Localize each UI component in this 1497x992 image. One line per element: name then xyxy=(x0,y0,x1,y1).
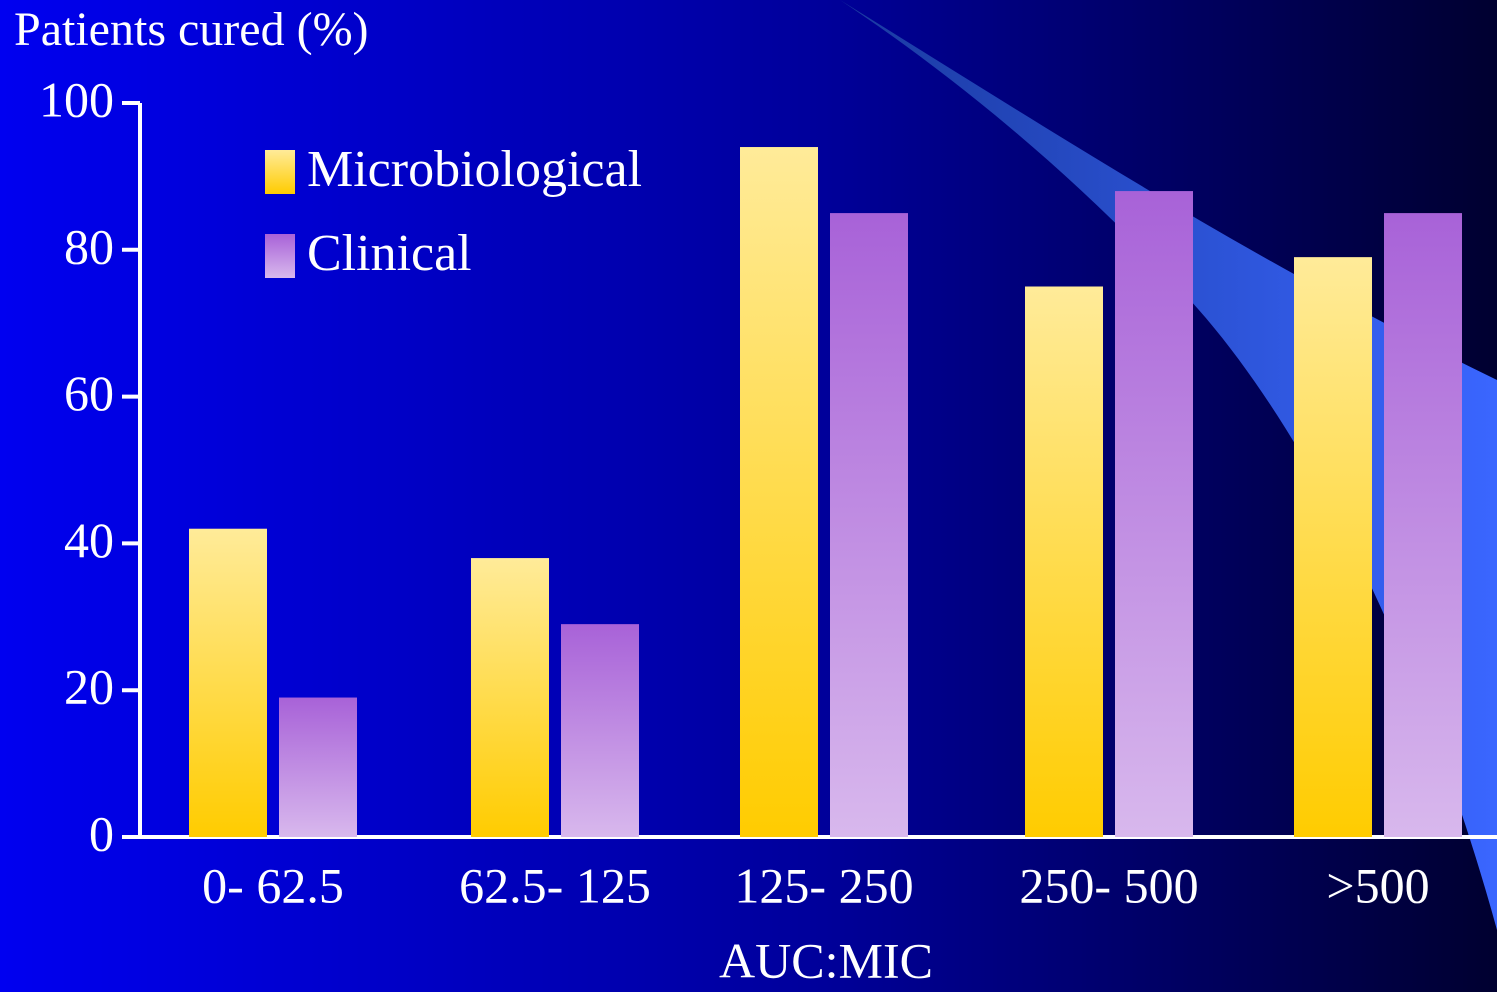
x-tick-label: 62.5- 125 xyxy=(459,857,651,913)
y-tick-label: 80 xyxy=(64,218,114,274)
bar xyxy=(740,147,818,838)
bar xyxy=(1384,213,1462,838)
y-tick-label: 40 xyxy=(64,512,114,568)
x-tick-label: 125- 250 xyxy=(734,857,913,913)
bar xyxy=(830,213,908,838)
x-axis-label: AUC:MIC xyxy=(719,932,933,988)
legend-swatch xyxy=(265,234,295,278)
bar xyxy=(471,558,549,837)
bar xyxy=(189,528,267,837)
bar xyxy=(561,624,639,837)
chart-title: Patients cured (%) xyxy=(14,3,369,56)
y-tick-label: 0 xyxy=(89,805,114,861)
x-tick-label: 250- 500 xyxy=(1019,857,1198,913)
bar xyxy=(1025,286,1103,837)
bar xyxy=(1115,191,1193,837)
x-tick-label: >500 xyxy=(1326,857,1429,913)
legend-swatch xyxy=(265,150,295,194)
y-tick-label: 100 xyxy=(39,71,114,127)
legend-label: Clinical xyxy=(307,225,472,282)
x-tick-label: 0- 62.5 xyxy=(202,857,344,913)
bar xyxy=(1294,257,1372,837)
y-tick-label: 20 xyxy=(64,659,114,715)
legend-label: Microbiological xyxy=(307,141,642,198)
bar xyxy=(279,697,357,837)
y-tick-label: 60 xyxy=(64,365,114,421)
